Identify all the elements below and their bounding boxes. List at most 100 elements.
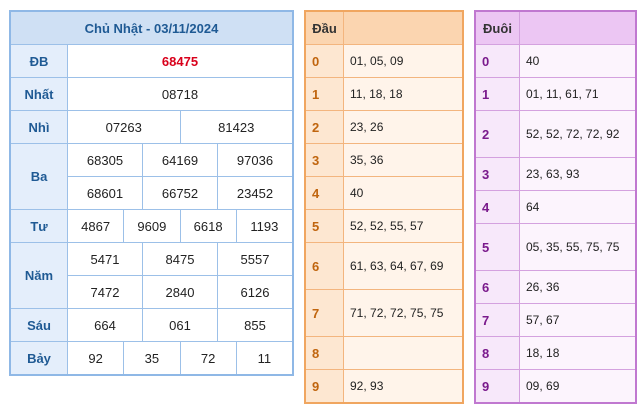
prize-values: 68305 64169 97036 68601 66752 23452 [68,144,292,209]
prize-number: 64169 [143,144,218,176]
duoi-digit: 7 [476,304,520,336]
duoi-body: 0 40 1 01, 11, 61, 71 2 52, 52, 72, 72, 92 3 23… [476,45,635,402]
duoi-numbers: 64 [520,191,635,223]
duoi-row: 6 26, 36 [476,271,635,304]
duoi-digit: 3 [476,158,520,190]
duoi-header: Đuôi [476,12,635,45]
prize-number: 061 [143,309,218,341]
results-body: ĐB 68475 Nhất 08718 Nhì 07263 81423 Ba 68305 6416… [11,45,292,374]
prize-number: 5471 [68,243,143,275]
dau-table: Đầu 0 01, 05, 09 1 11, 18, 18 2 23, 26 3 35, 36… [304,10,464,404]
dau-digit: 7 [306,290,344,336]
prize-number: 23452 [236,185,274,201]
duoi-row: 7 57, 67 [476,304,635,337]
duoi-row: 5 05, 35, 55, 75, 75 [476,224,635,271]
dau-row: 5 52, 52, 55, 57 [306,210,462,243]
dau-numbers: 23, 26 [344,111,462,143]
dau-digit: 5 [306,210,344,242]
prize-number: 72 [181,342,237,374]
prize-row: Bảy 92 35 72 11 [11,342,292,374]
duoi-row: 3 23, 63, 93 [476,158,635,191]
dau-numbers: 35, 36 [344,144,462,176]
lottery-results-table: Chủ Nhật - 03/11/2024 ĐB 68475 Nhất 08718 Nh… [9,10,294,376]
prize-number: 81423 [218,119,255,135]
duoi-numbers: 26, 36 [520,271,635,303]
duoi-row: 9 09, 69 [476,370,635,402]
prize-number: 4867 [68,210,125,242]
duoi-row: 0 40 [476,45,635,78]
duoi-digit: 1 [476,78,520,110]
prize-label: Năm [11,243,68,308]
duoi-numbers: 01, 11, 61, 71 [520,78,635,110]
duoi-row: 1 01, 11, 61, 71 [476,78,635,111]
prize-label: Ba [11,144,68,209]
prize-number: 97036 [236,152,274,168]
prize-line: 5471 8475 5557 [68,243,292,276]
prize-row: ĐB 68475 [11,45,292,78]
duoi-digit: 8 [476,337,520,369]
dau-numbers: 01, 05, 09 [344,45,462,77]
prize-label: Nhì [11,111,68,143]
prize-label: ĐB [11,45,68,77]
dau-title: Đầu [306,12,344,44]
dau-row: 1 11, 18, 18 [306,78,462,111]
dau-row: 3 35, 36 [306,144,462,177]
dau-numbers: 92, 93 [344,370,462,402]
prize-line: 92 35 72 11 [68,342,292,374]
prize-line: 68601 66752 23452 [68,177,292,209]
prize-values: 68475 [68,45,292,77]
prize-row: Ba 68305 64169 97036 68601 66752 23452 [11,144,292,210]
prize-number: 07263 [68,111,181,143]
prize-number: 08718 [161,86,199,102]
prize-number: 1193 [250,218,279,234]
prize-values: 08718 [68,78,292,110]
duoi-numbers: 52, 52, 72, 72, 92 [520,111,635,157]
dau-numbers: 11, 18, 18 [344,78,462,110]
prize-label: Tư [11,210,68,242]
prize-values: 4867 9609 6618 1193 [68,210,292,242]
dau-numbers: 61, 63, 64, 67, 69 [344,243,462,289]
dau-digit: 0 [306,45,344,77]
prize-number: 9609 [124,210,181,242]
dau-digit: 3 [306,144,344,176]
dau-row: 0 01, 05, 09 [306,45,462,78]
prize-row: Tư 4867 9609 6618 1193 [11,210,292,243]
prize-line: 7472 2840 6126 [68,276,292,308]
dau-numbers: 52, 52, 55, 57 [344,210,462,242]
duoi-numbers: 18, 18 [520,337,635,369]
prize-values: 5471 8475 5557 7472 2840 6126 [68,243,292,308]
prize-number: 5557 [240,251,270,267]
dau-header-blank [344,12,462,44]
prize-line: 4867 9609 6618 1193 [68,210,292,242]
duoi-digit: 0 [476,45,520,77]
prize-number: 7472 [68,276,143,308]
prize-row: Nhì 07263 81423 [11,111,292,144]
prize-line: 08718 [68,78,292,110]
dau-digit: 8 [306,337,344,369]
prize-number: 11 [257,350,272,366]
dau-digit: 6 [306,243,344,289]
prize-number: 68305 [68,144,143,176]
duoi-numbers: 05, 35, 55, 75, 75 [520,224,635,270]
duoi-row: 2 52, 52, 72, 72, 92 [476,111,635,158]
duoi-numbers: 40 [520,45,635,77]
dau-digit: 9 [306,370,344,402]
prize-number: 855 [244,317,266,333]
prize-number: 68601 [68,177,143,209]
duoi-row: 8 18, 18 [476,337,635,370]
dau-numbers: 71, 72, 72, 75, 75 [344,290,462,336]
prize-number: 92 [68,342,125,374]
duoi-digit: 6 [476,271,520,303]
special-prize-number: 68475 [161,53,199,69]
prize-number: 6618 [181,210,237,242]
prize-number: 8475 [143,243,218,275]
duoi-digit: 9 [476,370,520,402]
prize-row: Năm 5471 8475 5557 7472 2840 6126 [11,243,292,309]
prize-number: 35 [124,342,181,374]
prize-label: Bảy [11,342,68,374]
prize-row: Nhất 08718 [11,78,292,111]
duoi-digit: 4 [476,191,520,223]
dau-row: 2 23, 26 [306,111,462,144]
prize-number: 66752 [143,177,218,209]
duoi-numbers: 57, 67 [520,304,635,336]
